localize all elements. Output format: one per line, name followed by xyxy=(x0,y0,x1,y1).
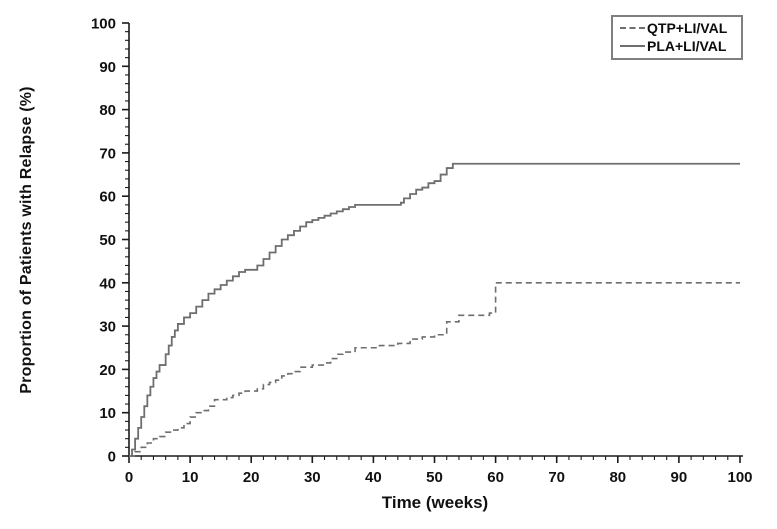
dashed-line-swatch-icon xyxy=(620,27,645,29)
y-tick-label: 50 xyxy=(99,232,116,249)
legend-box: QTP+LI/VAL PLA+LI/VAL xyxy=(611,15,743,60)
x-tick-label: 50 xyxy=(426,469,443,486)
x-tick-label: 60 xyxy=(487,469,504,486)
x-tick-label: 90 xyxy=(671,469,688,486)
x-tick-label: 100 xyxy=(727,469,752,486)
y-tick-label: 40 xyxy=(99,275,116,292)
series-qtp-li-val xyxy=(129,282,740,457)
x-tick-label: 30 xyxy=(304,469,321,486)
x-tick-label: 40 xyxy=(365,469,382,486)
y-tick-label: 0 xyxy=(108,449,116,466)
y-tick-label: 30 xyxy=(99,319,116,336)
y-axis-title: Proportion of Patients with Relapse (%) xyxy=(18,86,35,394)
x-tick-label: 10 xyxy=(182,469,199,486)
x-tick-label: 70 xyxy=(548,469,565,486)
legend-label-pla: PLA+LI/VAL xyxy=(647,38,727,54)
y-tick-label: 90 xyxy=(99,59,116,76)
legend-label-qtp: QTP+LI/VAL xyxy=(647,20,728,36)
y-tick-label: 10 xyxy=(99,405,116,422)
x-axis-title: Time (weeks) xyxy=(381,493,489,512)
legend-item-pla: PLA+LI/VAL xyxy=(620,37,735,55)
y-tick-label: 70 xyxy=(99,145,116,162)
solid-line-swatch-icon xyxy=(620,45,645,47)
y-tick-label: 100 xyxy=(91,16,116,33)
y-tick-label: 80 xyxy=(99,102,116,119)
series-pla-li-val xyxy=(129,162,740,457)
legend-item-qtp: QTP+LI/VAL xyxy=(620,19,735,37)
y-tick-label: 60 xyxy=(99,189,116,206)
x-tick-label: 0 xyxy=(125,469,133,486)
x-tick-label: 80 xyxy=(609,469,626,486)
y-tick-label: 20 xyxy=(99,362,116,379)
x-tick-label: 20 xyxy=(243,469,260,486)
